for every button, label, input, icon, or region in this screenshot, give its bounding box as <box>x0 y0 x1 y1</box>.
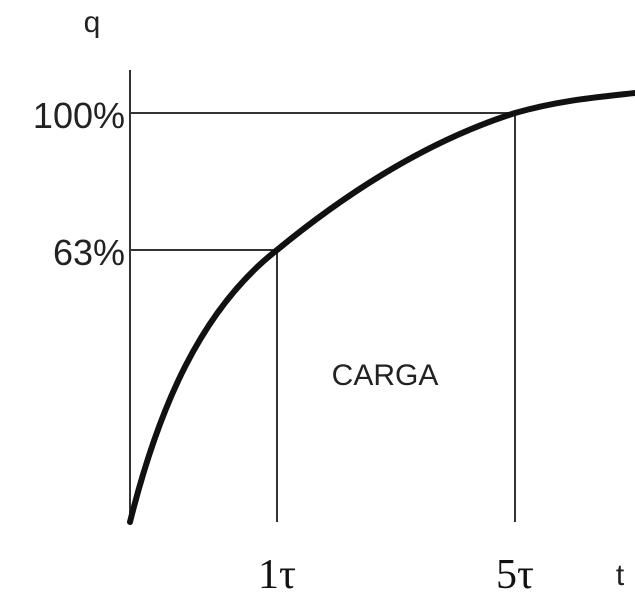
time-label: 5τ <box>496 552 534 598</box>
level-label: 63% <box>53 232 125 273</box>
x-axis-label: t <box>616 559 625 592</box>
charge-curve <box>127 90 635 525</box>
time-label: 1τ <box>258 552 296 598</box>
region-label: CARGA <box>332 359 439 392</box>
level-label: 100% <box>33 95 125 136</box>
y-axis-label: q <box>84 6 101 39</box>
